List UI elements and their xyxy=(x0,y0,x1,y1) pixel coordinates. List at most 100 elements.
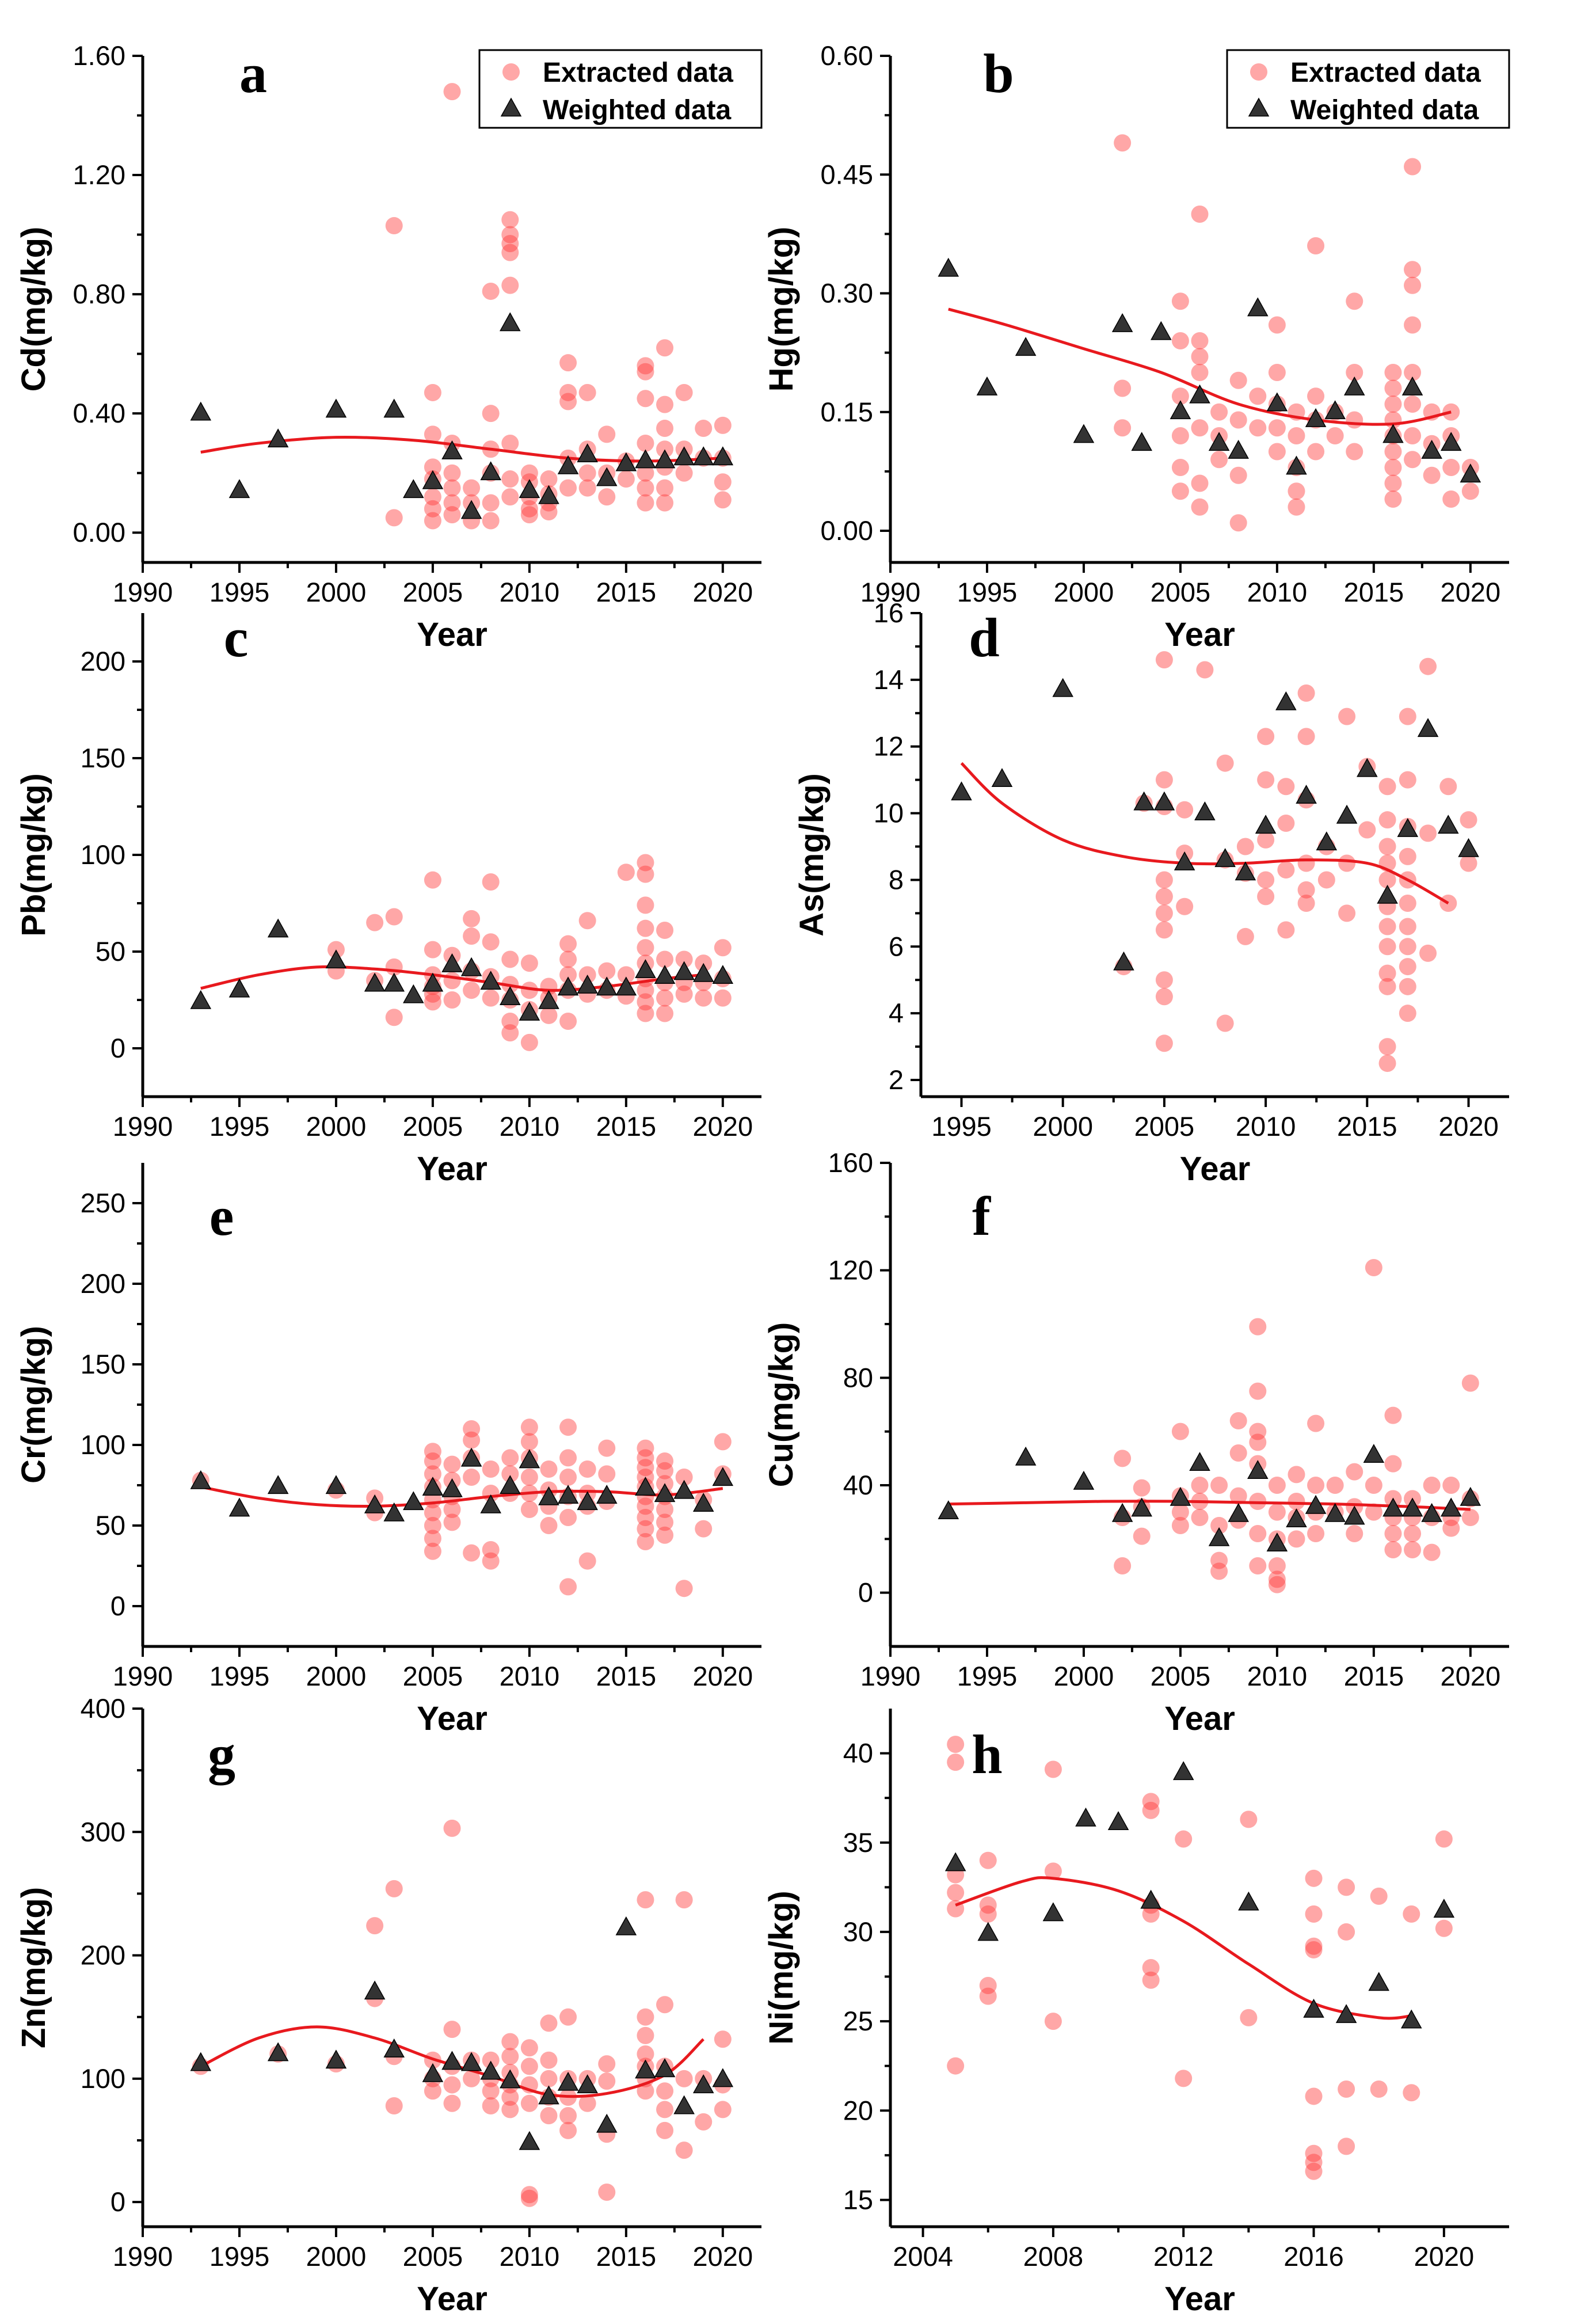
weighted-point xyxy=(1438,815,1459,834)
extracted-point xyxy=(1210,1477,1228,1494)
extracted-point xyxy=(482,989,500,1007)
extracted-point xyxy=(1460,811,1477,829)
panel-h-x-label: Year xyxy=(1164,2280,1235,2318)
extracted-point xyxy=(1114,419,1132,437)
y-tick-label: 0.30 xyxy=(821,278,873,309)
extracted-point xyxy=(424,871,441,889)
extracted-point xyxy=(1378,918,1396,935)
weighted-point xyxy=(519,479,540,499)
extracted-point xyxy=(1277,921,1295,939)
x-tick-label: 2015 xyxy=(596,1661,657,1691)
extracted-point xyxy=(424,425,441,443)
weighted-point xyxy=(267,2042,289,2061)
extracted-point xyxy=(1210,1562,1228,1580)
extracted-point xyxy=(501,950,519,968)
x-tick-label: 2005 xyxy=(403,1661,463,1691)
extracted-point xyxy=(1288,427,1305,444)
weighted-point xyxy=(944,1852,966,1872)
legend-box xyxy=(1226,49,1510,129)
panel-e-x-label: Year xyxy=(417,1700,487,1737)
extracted-point xyxy=(1358,821,1376,839)
weighted-point xyxy=(1247,1460,1269,1479)
weighted-point xyxy=(441,1478,463,1497)
extracted-point xyxy=(578,1460,596,1478)
panel-c-x-label: Year xyxy=(417,1150,487,1188)
weighted-point xyxy=(422,470,444,489)
weighted-point xyxy=(1247,297,1269,317)
extracted-point xyxy=(482,1552,500,1570)
extracted-point xyxy=(1171,332,1189,349)
extracted-point xyxy=(1288,1493,1305,1510)
legend-weighted-marker xyxy=(500,97,522,117)
extracted-point xyxy=(501,1012,519,1030)
extracted-point xyxy=(1155,921,1173,939)
x-tick-label: 2020 xyxy=(693,2241,753,2272)
weighted-point xyxy=(190,1470,212,1489)
extracted-point xyxy=(1249,419,1267,437)
x-tick-label: 2020 xyxy=(1438,1111,1499,1142)
extracted-point xyxy=(578,1552,596,1570)
extracted-point xyxy=(1338,1878,1355,1896)
extracted-point xyxy=(385,2097,403,2114)
extracted-point xyxy=(443,464,461,482)
extracted-point xyxy=(1142,1793,1160,1810)
y-tick-label: 0 xyxy=(111,1033,125,1063)
extracted-point xyxy=(714,416,732,434)
extracted-point xyxy=(385,908,403,926)
weighted-point xyxy=(383,398,405,418)
extracted-point xyxy=(947,1754,965,1771)
extracted-point xyxy=(1288,498,1305,516)
extracted-point xyxy=(443,494,461,512)
weighted-point xyxy=(557,455,579,474)
x-tick-label: 1995 xyxy=(957,1661,1018,1691)
extracted-point xyxy=(1171,1422,1189,1440)
weighted-point xyxy=(519,2131,540,2150)
extracted-point xyxy=(501,235,519,253)
extracted-point xyxy=(520,1433,538,1451)
y-tick-label: 80 xyxy=(843,1362,873,1393)
extracted-point xyxy=(695,989,713,1007)
extracted-point xyxy=(1307,443,1325,461)
extracted-point xyxy=(1461,1374,1479,1392)
extracted-point xyxy=(1191,1509,1209,1526)
x-tick-label: 2020 xyxy=(1441,577,1501,607)
panel-b-y-label: Hg(mg/kg) xyxy=(763,227,800,392)
extracted-point xyxy=(424,1530,441,1547)
extracted-point xyxy=(695,420,713,438)
extracted-point xyxy=(1305,2087,1323,2105)
weighted-point xyxy=(951,781,972,801)
weighted-point xyxy=(1107,1811,1129,1830)
extracted-point xyxy=(1404,1525,1422,1542)
extracted-point xyxy=(1378,964,1396,982)
weighted-point xyxy=(1343,376,1365,395)
extracted-point xyxy=(559,1509,577,1526)
extracted-point xyxy=(559,1469,577,1486)
extracted-point xyxy=(443,1513,461,1531)
weighted-point xyxy=(1343,1505,1365,1525)
extracted-point xyxy=(714,939,732,957)
extracted-point xyxy=(979,1977,997,1995)
extracted-point xyxy=(1171,387,1189,405)
extracted-point xyxy=(482,933,500,951)
y-tick-label: 8 xyxy=(889,864,904,895)
extracted-point xyxy=(1305,1869,1323,1887)
weighted-point xyxy=(557,976,579,996)
weighted-point xyxy=(1397,818,1419,837)
extracted-point xyxy=(578,479,596,497)
extracted-point xyxy=(1404,364,1422,381)
weighted-point xyxy=(1073,424,1095,443)
weighted-point xyxy=(673,2095,695,2114)
extracted-point xyxy=(424,512,441,530)
extracted-point xyxy=(463,1420,481,1437)
extracted-point xyxy=(1114,1450,1132,1467)
extracted-point xyxy=(520,1033,538,1051)
extracted-point xyxy=(675,383,693,401)
extracted-point xyxy=(637,2008,654,2026)
extracted-point xyxy=(1346,443,1363,461)
extracted-point xyxy=(501,2101,519,2118)
weighted-point xyxy=(1075,1807,1096,1827)
extracted-point xyxy=(385,509,403,527)
extracted-point xyxy=(1399,771,1416,789)
y-tick-label: 0 xyxy=(111,1591,125,1621)
extracted-point xyxy=(1191,364,1209,381)
